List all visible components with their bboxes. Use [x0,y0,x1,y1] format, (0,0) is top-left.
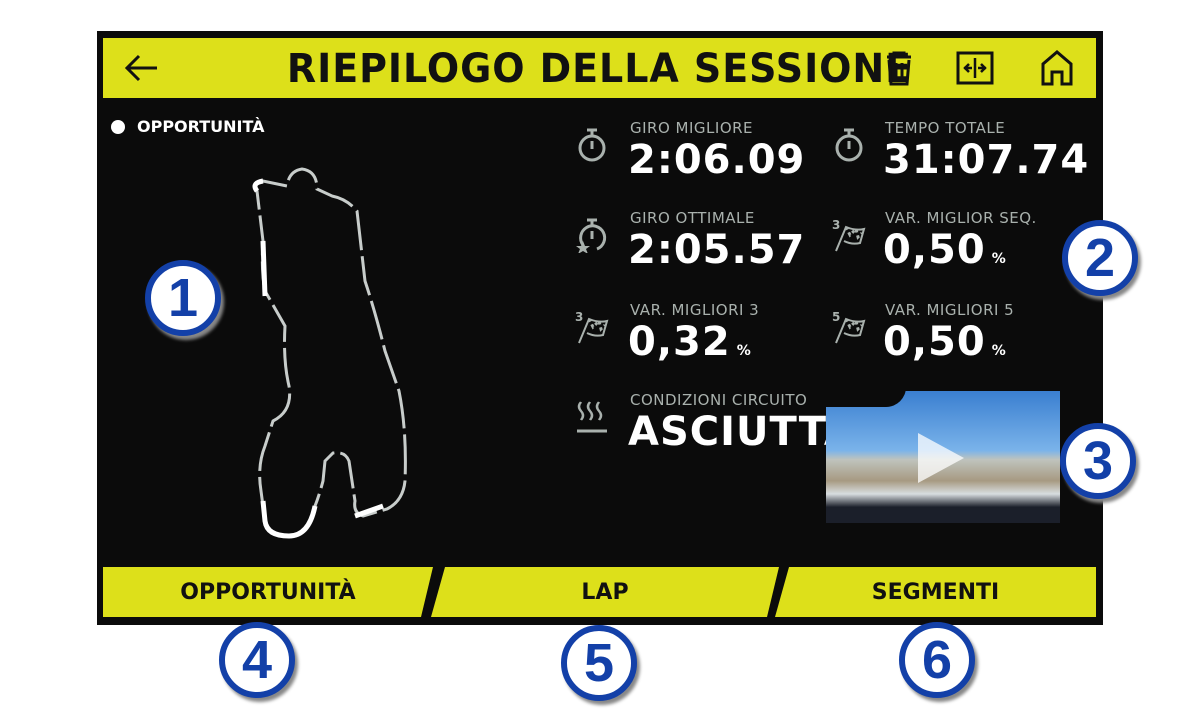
map-legend: OPPORTUNITÀ [111,117,265,136]
tab-opportunita[interactable]: OPPORTUNITÀ [103,567,433,617]
device-screen: RIEPILOGO DELLA SESSIONE OPPORTUNITÀ GIR… [97,31,1103,625]
stat-label: VAR. MIGLIORI 3 [630,301,760,319]
stat-value: 0,50% [883,227,1007,273]
stat-label: GIRO OTTIMALE [630,209,755,227]
trash-icon[interactable] [879,48,919,88]
tab-segmenti[interactable]: SEGMENTI [775,567,1096,617]
stat-value: 0,32% [628,319,752,365]
value-unit: % [991,251,1007,267]
heat-waves-icon [577,401,607,433]
stat-value: 2:06.09 [628,137,806,183]
stat-label: VAR. MIGLIOR SEQ. [885,209,1037,227]
stat-label: TEMPO TOTALE [885,119,1006,137]
stat-value: 2:05.57 [628,227,806,273]
tab-lap[interactable]: LAP [431,567,779,617]
value-unit: % [736,343,752,359]
callout-5: 5 [561,625,637,701]
checkered-flag-3-icon: 3 [832,218,866,252]
callout-3: 3 [1060,423,1136,499]
value-number: 0,50 [883,319,986,365]
svg-text:3: 3 [832,218,840,232]
home-icon[interactable] [1037,48,1077,88]
stat-label: CONDIZIONI CIRCUITO [630,391,808,409]
stat-value: 0,50% [883,319,1007,365]
callout-2: 2 [1062,220,1138,296]
stat-label: GIRO MIGLIORE [630,119,754,137]
callout-4: 4 [219,622,295,698]
split-view-icon[interactable] [955,48,995,88]
svg-text:5: 5 [832,310,840,324]
video-thumbnail[interactable] [826,391,1060,523]
bottom-tabs: OPPORTUNITÀ LAP SEGMENTI [103,567,1096,617]
stopwatch-icon [578,128,606,162]
stopwatch-star-icon [576,218,607,253]
video-title-tab [826,391,906,407]
back-arrow-icon[interactable] [121,48,161,88]
header-bar: RIEPILOGO DELLA SESSIONE [103,38,1096,98]
stopwatch-icon [835,128,863,162]
track-map[interactable] [227,161,427,551]
checkered-flag-5-icon: 5 [832,310,866,344]
value-number: 0,50 [883,227,986,273]
legend-label: OPPORTUNITÀ [137,117,265,136]
stat-label: VAR. MIGLIORI 5 [885,301,1015,319]
value-unit: % [991,343,1007,359]
stat-value: 31:07.74 [883,137,1090,183]
callout-1: 1 [145,260,221,336]
svg-text:3: 3 [575,310,583,324]
stat-value: ASCIUTTA [628,409,856,455]
checkered-flag-3-icon: 3 [575,310,609,344]
value-number: 0,32 [628,319,731,365]
legend-dot [111,119,125,134]
callout-6: 6 [899,622,975,698]
play-icon[interactable] [914,431,968,485]
page-title: RIEPILOGO DELLA SESSIONE [286,46,913,92]
